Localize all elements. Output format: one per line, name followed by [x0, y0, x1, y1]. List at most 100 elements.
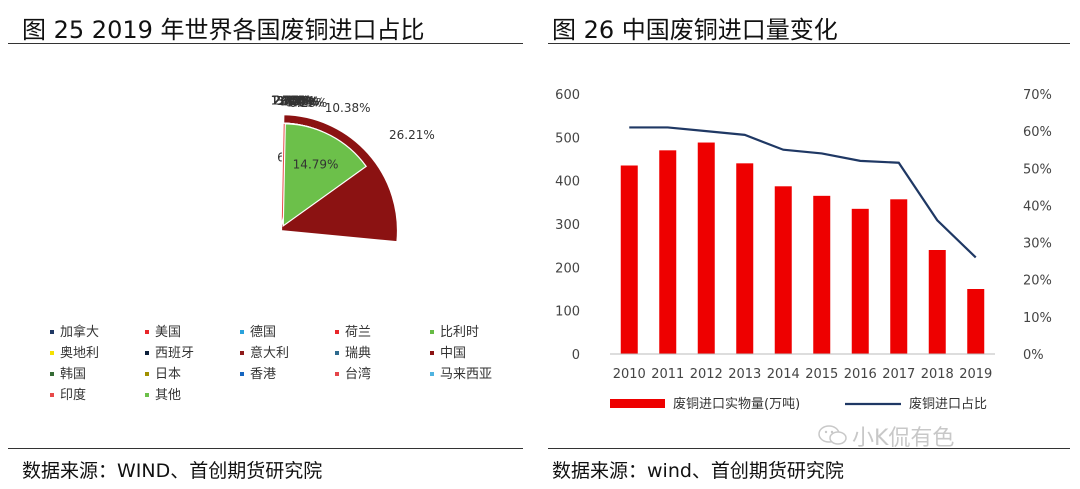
legend-item-香港: 香港 — [240, 367, 276, 382]
legend-label: 印度 — [60, 387, 86, 403]
pie-label-德国: 10.38% — [325, 101, 371, 115]
legend-item-韩国: 韩国 — [50, 367, 86, 382]
legend-label: 加拿大 — [60, 324, 99, 340]
pie-label-中国: 26.21% — [389, 128, 435, 142]
legend-bar-swatch — [610, 399, 665, 408]
bar-source-text: 数据来源：wind、首创期货研究院 — [552, 460, 844, 482]
pie-label-香港: 3.92% — [280, 94, 318, 108]
x-tick-2012: 2012 — [690, 367, 723, 382]
pie-slice-其他 — [282, 123, 368, 227]
bar-2011 — [659, 150, 677, 354]
pie-source-text: 数据来源：WIND、首创期货研究院 — [22, 460, 323, 482]
y-right-tick: 0% — [1023, 348, 1044, 363]
legend-marker — [240, 372, 244, 376]
y-right-tick: 30% — [1023, 237, 1052, 252]
legend-marker — [50, 330, 54, 334]
legend-item-日本: 日本 — [145, 367, 181, 382]
source-divider — [8, 448, 523, 449]
legend-item-意大利: 意大利 — [240, 345, 289, 361]
legend-marker — [50, 351, 54, 355]
legend-line: 废铜进口占比 — [845, 396, 987, 412]
legend-item-比利时: 比利时 — [430, 325, 479, 340]
x-tick-2017: 2017 — [882, 367, 915, 382]
legend-label: 西班牙 — [155, 346, 194, 361]
bar-2014 — [774, 186, 792, 354]
legend-marker — [50, 372, 54, 376]
legend-marker — [335, 351, 339, 355]
bar-chart-title: 图 26 中国废铜进口量变化 — [552, 16, 838, 44]
legend-label: 荷兰 — [345, 325, 371, 340]
pie-label-日本: 4.01% — [280, 94, 318, 108]
legend-label: 中国 — [440, 346, 466, 361]
title-underline — [548, 43, 1070, 44]
pie-label-荷兰: 2.40% — [274, 94, 312, 108]
pie-label-比利时: 5.53% — [286, 95, 324, 109]
x-tick-2014: 2014 — [767, 367, 800, 382]
x-tick-2013: 2013 — [728, 367, 761, 382]
pie-label-韩国: 6.23% — [289, 96, 327, 110]
legend-label: 意大利 — [250, 345, 289, 361]
legend-label: 比利时 — [440, 325, 479, 340]
legend-marker — [240, 330, 244, 334]
bar-2019 — [967, 289, 985, 354]
legend-marker — [50, 393, 54, 397]
x-tick-2010: 2010 — [613, 367, 646, 382]
bar-2010 — [620, 165, 638, 354]
legend-item-西班牙: 西班牙 — [145, 346, 194, 361]
pie-label-意大利: 3.27% — [277, 94, 315, 108]
pie-label-印度: 4.36% — [282, 95, 320, 109]
y-right-tick: 20% — [1023, 274, 1052, 289]
pie-chart-title: 图 25 2019 年世界各国废铜进口占比 — [22, 16, 425, 44]
legend-marker — [145, 330, 149, 334]
legend-item-印度: 印度 — [50, 387, 86, 403]
y-left-tick: 300 — [555, 218, 580, 233]
legend-item-加拿大: 加拿大 — [50, 324, 99, 340]
legend-marker — [335, 372, 339, 376]
pie-label-西班牙: 3.04% — [276, 94, 314, 108]
pie-label-加拿大: 1.75% — [271, 93, 309, 107]
legend-line-label: 废铜进口占比 — [909, 396, 987, 412]
bar-2017 — [890, 199, 908, 354]
y-left-tick: 200 — [555, 261, 580, 276]
y-right-tick: 70% — [1023, 88, 1052, 103]
legend-label: 奥地利 — [60, 346, 99, 361]
x-tick-2011: 2011 — [651, 367, 684, 382]
legend-marker — [430, 351, 434, 355]
combo-chart: 0 100 200 300 400 500 600 0% 10% 20% 30% 40% 50% 60% 7… — [555, 88, 1052, 412]
legend-label: 马来西亚 — [440, 367, 492, 382]
pie-label-瑞典: 1.70% — [271, 93, 309, 107]
legend-label: 瑞典 — [345, 346, 371, 361]
bar-2015 — [813, 195, 831, 354]
wechat-icon — [818, 425, 847, 445]
bar-2016 — [851, 208, 869, 354]
y-right-tick: 60% — [1023, 125, 1052, 140]
pie-label-美国: 2.40% — [274, 94, 312, 108]
legend-item-美国: 美国 — [145, 325, 181, 340]
legend-marker — [145, 393, 149, 397]
y-left-tick: 400 — [555, 175, 580, 190]
legend-marker — [145, 351, 149, 355]
y-right-tick: 40% — [1023, 199, 1052, 214]
bar-2013 — [736, 163, 754, 354]
y-right-tick: 50% — [1023, 162, 1052, 177]
title-underline — [8, 43, 523, 44]
legend-label: 韩国 — [60, 367, 86, 382]
legend-label: 香港 — [250, 367, 276, 382]
legend-item-台湾: 台湾 — [335, 366, 371, 382]
ratio-line — [629, 126, 977, 259]
y-left-tick: 100 — [555, 305, 580, 320]
legend-bar-label: 废铜进口实物量(万吨) — [673, 396, 800, 412]
pie-slice-shape — [282, 123, 368, 227]
pie-chart: 1.75%2.40%10.38%2.40%5.53%1.70%3.04%3.27… — [50, 93, 492, 403]
legend-bar: 废铜进口实物量(万吨) — [610, 396, 800, 412]
legend-label: 德国 — [250, 325, 276, 340]
legend-item-荷兰: 荷兰 — [335, 325, 371, 340]
watermark-text: 小K侃有色 — [852, 426, 955, 451]
pie-label-其他: 14.79% — [293, 157, 339, 171]
pie-label-奥地利: 1.70% — [271, 93, 309, 107]
legend-label: 美国 — [155, 325, 181, 340]
legend-item-德国: 德国 — [240, 325, 276, 340]
legend-marker — [430, 372, 434, 376]
legend-marker — [430, 330, 434, 334]
legend-label: 其他 — [155, 388, 181, 403]
